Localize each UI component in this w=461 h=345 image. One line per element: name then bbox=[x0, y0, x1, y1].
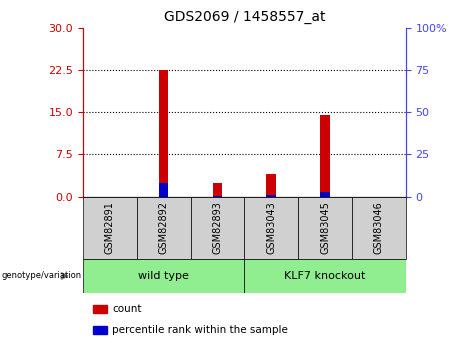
Bar bbox=[159, 183, 169, 197]
Bar bbox=[244, 197, 298, 259]
Text: GSM82893: GSM82893 bbox=[213, 201, 223, 254]
Bar bbox=[93, 305, 107, 313]
Text: genotype/variation: genotype/variation bbox=[2, 272, 82, 280]
Bar bbox=[352, 197, 406, 259]
Text: KLF7 knockout: KLF7 knockout bbox=[284, 271, 366, 281]
Title: GDS2069 / 1458557_at: GDS2069 / 1458557_at bbox=[164, 10, 325, 24]
Bar bbox=[137, 197, 190, 259]
Bar bbox=[320, 115, 330, 197]
Text: GSM82891: GSM82891 bbox=[105, 201, 115, 254]
Text: wild type: wild type bbox=[138, 271, 189, 281]
Bar bbox=[83, 197, 137, 259]
Bar bbox=[320, 191, 330, 197]
Text: percentile rank within the sample: percentile rank within the sample bbox=[112, 325, 288, 335]
Bar bbox=[93, 326, 107, 334]
Bar bbox=[298, 197, 352, 259]
Text: GSM83046: GSM83046 bbox=[374, 201, 384, 254]
Bar bbox=[213, 183, 222, 197]
Bar bbox=[159, 70, 169, 197]
Bar bbox=[83, 259, 244, 293]
Text: GSM83045: GSM83045 bbox=[320, 201, 330, 254]
Text: GSM82892: GSM82892 bbox=[159, 201, 169, 254]
Bar bbox=[190, 197, 244, 259]
Bar bbox=[213, 196, 222, 197]
Bar bbox=[266, 174, 276, 197]
Bar bbox=[244, 259, 406, 293]
Text: GSM83043: GSM83043 bbox=[266, 201, 276, 254]
Text: count: count bbox=[112, 304, 142, 314]
Bar bbox=[266, 195, 276, 197]
